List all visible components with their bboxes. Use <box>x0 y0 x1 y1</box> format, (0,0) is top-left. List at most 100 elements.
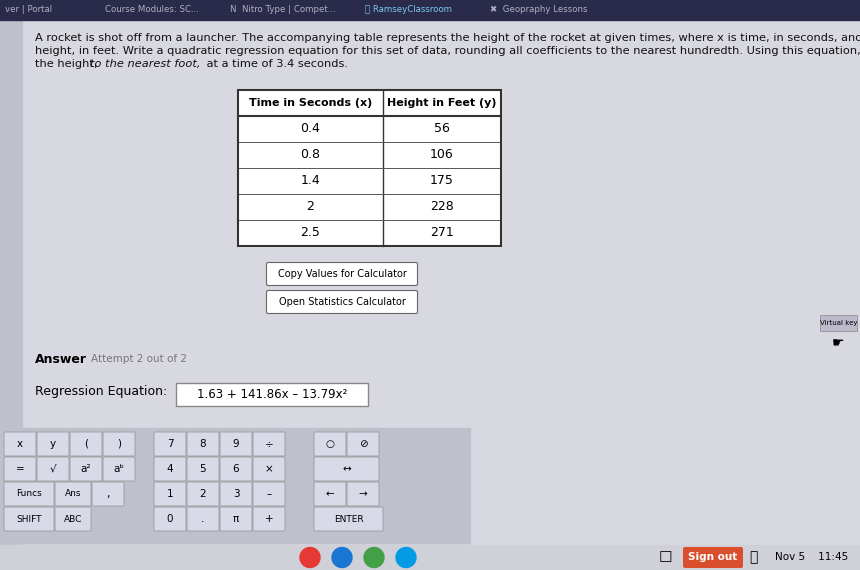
Text: 228: 228 <box>430 201 454 214</box>
Text: ENTER: ENTER <box>334 515 363 523</box>
FancyBboxPatch shape <box>187 507 219 531</box>
Circle shape <box>300 548 320 568</box>
Text: 0: 0 <box>167 514 173 524</box>
FancyBboxPatch shape <box>4 507 54 531</box>
Text: 8: 8 <box>200 439 206 449</box>
Text: SHIFT: SHIFT <box>16 515 42 523</box>
Text: y: y <box>50 439 56 449</box>
Text: N  Nitro Type | Compet...: N Nitro Type | Compet... <box>230 6 335 14</box>
Text: the height,: the height, <box>35 59 101 69</box>
FancyBboxPatch shape <box>37 457 69 481</box>
Text: ⤓: ⤓ <box>749 551 757 564</box>
Text: ver | Portal: ver | Portal <box>5 6 52 14</box>
FancyBboxPatch shape <box>176 383 368 406</box>
Text: 2: 2 <box>306 201 315 214</box>
FancyBboxPatch shape <box>253 432 285 456</box>
Text: Answer: Answer <box>35 353 87 366</box>
Text: ): ) <box>117 439 121 449</box>
FancyBboxPatch shape <box>267 263 417 286</box>
Bar <box>0 0 860 20</box>
Text: 271: 271 <box>430 226 454 239</box>
Text: =: = <box>15 464 24 474</box>
FancyBboxPatch shape <box>314 507 383 531</box>
Text: 3: 3 <box>233 489 239 499</box>
FancyBboxPatch shape <box>55 507 91 531</box>
Text: 7: 7 <box>167 439 174 449</box>
Text: ×: × <box>265 464 273 474</box>
Text: 0.4: 0.4 <box>300 123 321 136</box>
Text: Attempt 2 out of 2: Attempt 2 out of 2 <box>91 354 187 364</box>
Text: ÷: ÷ <box>265 439 273 449</box>
Text: (: ( <box>84 439 88 449</box>
FancyBboxPatch shape <box>253 457 285 481</box>
Text: ☐: ☐ <box>658 550 672 565</box>
FancyBboxPatch shape <box>820 315 857 331</box>
Text: 6: 6 <box>233 464 239 474</box>
Text: √: √ <box>50 464 56 474</box>
FancyBboxPatch shape <box>683 547 743 568</box>
Text: Funcs: Funcs <box>16 490 42 499</box>
Text: 1.63 + 141.86x – 13.79x²: 1.63 + 141.86x – 13.79x² <box>197 388 347 401</box>
FancyBboxPatch shape <box>253 482 285 506</box>
FancyBboxPatch shape <box>220 482 252 506</box>
Circle shape <box>332 548 352 568</box>
Text: 1: 1 <box>167 489 174 499</box>
FancyBboxPatch shape <box>154 457 186 481</box>
Text: Sign out: Sign out <box>688 552 738 563</box>
FancyBboxPatch shape <box>220 457 252 481</box>
FancyBboxPatch shape <box>55 482 91 506</box>
Text: .: . <box>201 514 205 524</box>
FancyBboxPatch shape <box>154 482 186 506</box>
Bar <box>0 20 22 570</box>
FancyBboxPatch shape <box>347 482 379 506</box>
Circle shape <box>396 548 416 568</box>
FancyBboxPatch shape <box>314 457 379 481</box>
Text: 4: 4 <box>167 464 174 474</box>
FancyBboxPatch shape <box>187 482 219 506</box>
Text: x: x <box>17 439 23 449</box>
Text: 1.4: 1.4 <box>301 174 321 188</box>
FancyBboxPatch shape <box>154 432 186 456</box>
Text: Ans: Ans <box>64 490 81 499</box>
FancyBboxPatch shape <box>103 432 135 456</box>
Text: Time in Seconds (x): Time in Seconds (x) <box>249 98 372 108</box>
Circle shape <box>364 548 384 568</box>
Bar <box>238 90 501 246</box>
Text: ✖  Geopraphy Lessons: ✖ Geopraphy Lessons <box>490 6 587 14</box>
FancyBboxPatch shape <box>103 457 135 481</box>
Text: –: – <box>267 489 272 499</box>
FancyBboxPatch shape <box>267 291 417 314</box>
Bar <box>0 545 860 570</box>
Text: at a time of 3.4 seconds.: at a time of 3.4 seconds. <box>203 59 348 69</box>
Text: Regression Equation:: Regression Equation: <box>35 385 167 398</box>
Text: →: → <box>359 489 367 499</box>
FancyBboxPatch shape <box>220 432 252 456</box>
Text: to the nearest foot,: to the nearest foot, <box>90 59 200 69</box>
Text: ☛: ☛ <box>832 336 845 350</box>
Text: 9: 9 <box>233 439 239 449</box>
FancyBboxPatch shape <box>154 507 186 531</box>
FancyBboxPatch shape <box>220 507 252 531</box>
FancyBboxPatch shape <box>187 432 219 456</box>
FancyBboxPatch shape <box>4 432 36 456</box>
Text: 175: 175 <box>430 174 454 188</box>
Text: 0.8: 0.8 <box>300 149 321 161</box>
Text: Virtual key: Virtual key <box>820 320 857 326</box>
Bar <box>238 90 501 246</box>
Text: a²: a² <box>81 464 91 474</box>
Text: Nov 5    11:45: Nov 5 11:45 <box>775 552 848 563</box>
FancyBboxPatch shape <box>70 457 102 481</box>
Text: Height in Feet (y): Height in Feet (y) <box>387 98 497 108</box>
FancyBboxPatch shape <box>37 432 69 456</box>
Text: height, in feet. Write a quadratic regression equation for this set of data, rou: height, in feet. Write a quadratic regre… <box>35 46 860 56</box>
Text: 106: 106 <box>430 149 454 161</box>
FancyBboxPatch shape <box>70 432 102 456</box>
Text: 2: 2 <box>200 489 206 499</box>
Text: π: π <box>233 514 239 524</box>
Text: aᵇ: aᵇ <box>114 464 125 474</box>
Text: ABC: ABC <box>64 515 83 523</box>
Text: A rocket is shot off from a launcher. The accompanying table represents the heig: A rocket is shot off from a launcher. Th… <box>35 33 860 43</box>
Text: ,: , <box>107 489 110 499</box>
FancyBboxPatch shape <box>314 482 346 506</box>
Text: Copy Values for Calculator: Copy Values for Calculator <box>278 269 407 279</box>
